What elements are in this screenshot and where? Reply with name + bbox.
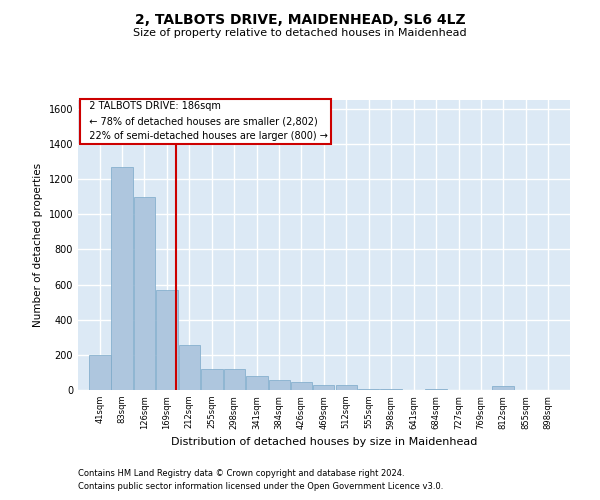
Text: 2 TALBOTS DRIVE: 186sqm
  ← 78% of detached houses are smaller (2,802)
  22% of : 2 TALBOTS DRIVE: 186sqm ← 78% of detache… <box>83 102 328 141</box>
Bar <box>290 382 312 390</box>
Bar <box>246 376 268 390</box>
X-axis label: Distribution of detached houses by size in Maidenhead: Distribution of detached houses by size … <box>171 437 477 447</box>
Bar <box>380 389 402 390</box>
Text: Contains public sector information licensed under the Open Government Licence v3: Contains public sector information licen… <box>78 482 443 491</box>
Bar <box>89 355 110 390</box>
Bar <box>156 290 178 390</box>
Bar <box>335 384 357 390</box>
Text: Size of property relative to detached houses in Maidenhead: Size of property relative to detached ho… <box>133 28 467 38</box>
Y-axis label: Number of detached properties: Number of detached properties <box>33 163 43 327</box>
Bar <box>111 167 133 390</box>
Bar <box>493 386 514 390</box>
Bar <box>201 369 223 390</box>
Bar <box>425 389 447 390</box>
Text: Contains HM Land Registry data © Crown copyright and database right 2024.: Contains HM Land Registry data © Crown c… <box>78 468 404 477</box>
Bar <box>224 369 245 390</box>
Bar <box>269 380 290 390</box>
Bar <box>358 389 379 390</box>
Text: 2, TALBOTS DRIVE, MAIDENHEAD, SL6 4LZ: 2, TALBOTS DRIVE, MAIDENHEAD, SL6 4LZ <box>134 12 466 26</box>
Bar <box>134 196 155 390</box>
Bar <box>313 384 334 390</box>
Bar <box>179 345 200 390</box>
